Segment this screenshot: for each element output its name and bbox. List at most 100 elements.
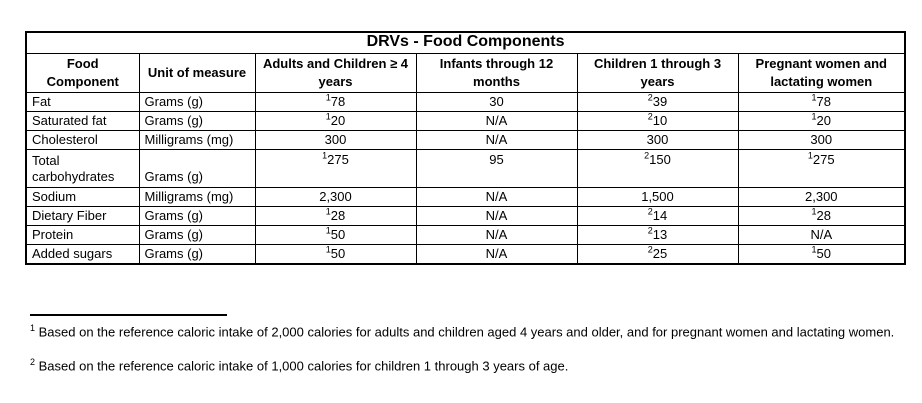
unit-cell: Grams (g) [138,206,256,226]
value-text: 10 [652,113,668,129]
footnote-1: 1 Based on the reference caloric intake … [30,323,910,341]
footnote-ref: 2 [647,111,653,122]
header-line: Pregnant women and [755,56,887,72]
food-component-cell: Sodium [25,187,140,207]
value-cell-infants: N/A [415,187,578,207]
footnote-ref: 1 [322,150,328,161]
value-text: 78 [330,94,346,110]
table-row-added-sugars: Added sugars Grams (g) 150 N/A 225 150 [25,243,906,265]
food-component-cell: Cholesterol [25,130,140,150]
value-cell-adults: 150 [254,243,417,265]
value-cell-pregnant: N/A [737,225,906,245]
value-text: 300 [324,132,347,148]
value-text: 2,300 [805,189,838,205]
food-component-cell: Added sugars [25,243,140,265]
value-cell-children: 214 [576,206,739,226]
value-text: 50 [330,227,346,243]
value-cell-pregnant: 178 [737,92,906,112]
footnote-ref: 1 [807,150,813,161]
value-text: 2,300 [319,189,352,205]
value-text: 39 [652,94,668,110]
table-row-total-carbohydrates: Total carbohydrates Grams (g) 1275 95 21… [25,149,906,188]
footnote-ref: 2 [647,206,653,217]
value-cell-adults: 150 [254,225,417,245]
unit-cell: Milligrams (mg) [138,187,256,207]
value-text: N/A [810,227,833,243]
col-header-infants: Infants through 12 months [415,53,578,93]
footnote-2: 2 Based on the reference caloric intake … [30,357,910,375]
value-text: 25 [652,246,668,261]
table-title-row: DRVs - Food Components [25,31,906,54]
footnote-ref: 2 [647,225,653,236]
value-cell-adults: 2,300 [254,187,417,207]
table-row-sodium: Sodium Milligrams (mg) 2,300 N/A 1,500 2… [25,187,906,207]
value-text: 13 [652,227,668,243]
value-text: 20 [330,113,346,129]
value-cell-pregnant: 300 [737,130,906,150]
value-cell-adults: 128 [254,206,417,226]
footnote-ref: 1 [811,244,817,255]
value-text: 28 [816,208,832,224]
footnote-ref: 1 [325,206,331,217]
value-cell-adults: 1275 [254,149,417,188]
food-component-cell: Total carbohydrates [25,149,140,188]
food-component-cell: Saturated fat [25,111,140,131]
value-cell-infants: 95 [415,149,578,188]
value-cell-infants: N/A [415,206,578,226]
footnote-ref: 1 [325,225,331,236]
table-title: DRVs - Food Components [25,31,906,54]
drv-food-components-table: DRVs - Food Components Food Component Un… [25,31,907,265]
header-line: Unit of measure [147,65,247,81]
value-text: 20 [816,113,832,129]
footnote-2-marker: 2 [30,357,36,368]
value-text: 28 [330,208,346,224]
header-line: lactating women [770,74,873,89]
col-header-children-1-3: Children 1 through 3 years [576,53,739,93]
unit-cell: Grams (g) [138,225,256,245]
value-text: N/A [485,113,508,129]
value-cell-children: 210 [576,111,739,131]
footnote-ref: 1 [325,111,331,122]
food-component-cell: Protein [25,225,140,245]
value-text: 50 [816,246,832,261]
value-cell-pregnant: 2,300 [737,187,906,207]
value-cell-children: 300 [576,130,739,150]
value-cell-adults: 178 [254,92,417,112]
value-cell-pregnant: 1275 [737,149,906,188]
footnote-ref: 1 [811,92,817,103]
col-header-food-component: Food Component [25,53,140,93]
food-component-cell: Dietary Fiber [25,206,140,226]
col-header-adults-children: Adults and Children ≥ 4 years [254,53,417,93]
value-cell-infants: N/A [415,243,578,265]
footnote-ref: 1 [811,206,817,217]
col-header-pregnant-lactating: Pregnant women and lactating women [737,53,906,93]
value-text: 300 [810,132,833,148]
footnote-ref: 1 [325,92,331,103]
unit-cell: Grams (g) [138,111,256,131]
unit-cell: Grams (g) [138,243,256,265]
table-row-saturated-fat: Saturated fat Grams (g) 120 N/A 210 120 [25,111,906,131]
col-header-unit-of-measure: Unit of measure [138,53,256,93]
value-text: 14 [652,208,668,224]
value-text: N/A [485,227,508,243]
header-line: Food [66,56,99,72]
footnotes-section: 1 Based on the reference caloric intake … [30,314,910,391]
value-text: 50 [330,246,346,261]
header-line: Component [46,74,119,89]
footnote-ref: 1 [325,244,331,255]
header-line: months [473,74,520,89]
value-cell-infants: 30 [415,92,578,112]
value-text: 95 [489,152,504,167]
value-cell-infants: N/A [415,130,578,150]
table-row-dietary-fiber: Dietary Fiber Grams (g) 128 N/A 214 128 [25,206,906,226]
table-row-cholesterol: Cholesterol Milligrams (mg) 300 N/A 300 … [25,130,906,150]
value-text: N/A [485,132,508,148]
value-cell-pregnant: 120 [737,111,906,131]
value-cell-adults: 120 [254,111,417,131]
header-line: Adults and Children ≥ 4 [262,56,409,72]
footnote-1-text: Based on the reference caloric intake of… [38,324,895,340]
value-text: 275 [812,152,835,167]
header-line: Infants through 12 [439,56,554,72]
value-cell-children: 225 [576,243,739,265]
